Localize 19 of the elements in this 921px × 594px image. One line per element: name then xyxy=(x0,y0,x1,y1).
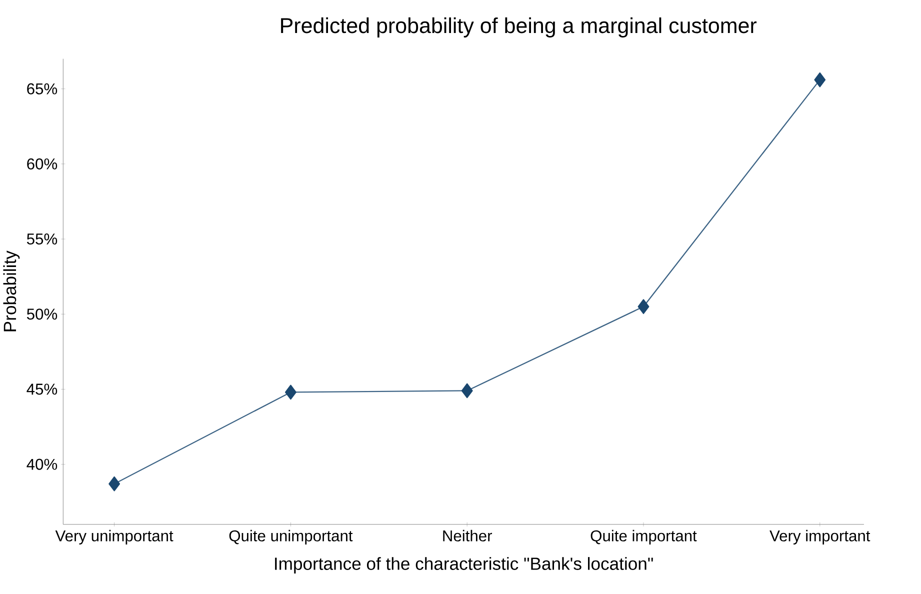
point xyxy=(284,384,296,400)
point xyxy=(108,476,120,492)
y-tick-label: 55% xyxy=(26,234,58,245)
x-tick-label: Neither xyxy=(443,530,492,542)
chart-title: Predicted probability of being a marginal customer xyxy=(281,17,757,38)
x-axis-title: Importance of the characteristic "Bank's location" xyxy=(275,557,653,574)
y-tick-label: 50% xyxy=(26,308,58,320)
point xyxy=(814,72,826,88)
point xyxy=(638,299,650,314)
y-tick-label: 40% xyxy=(26,458,58,470)
y-tick-label: 45% xyxy=(26,384,58,395)
y-tick-label: 60% xyxy=(27,158,58,170)
y-axis-title: Probability xyxy=(3,250,20,332)
y-tick-label: 65% xyxy=(27,83,58,94)
point xyxy=(461,383,473,398)
x-tick-label: Very unimportant xyxy=(55,530,174,544)
x-tick-label: Very important xyxy=(770,530,870,544)
x-tick-label: Quite important xyxy=(590,530,697,544)
x-tick-label: Quite unimportant xyxy=(229,530,353,544)
